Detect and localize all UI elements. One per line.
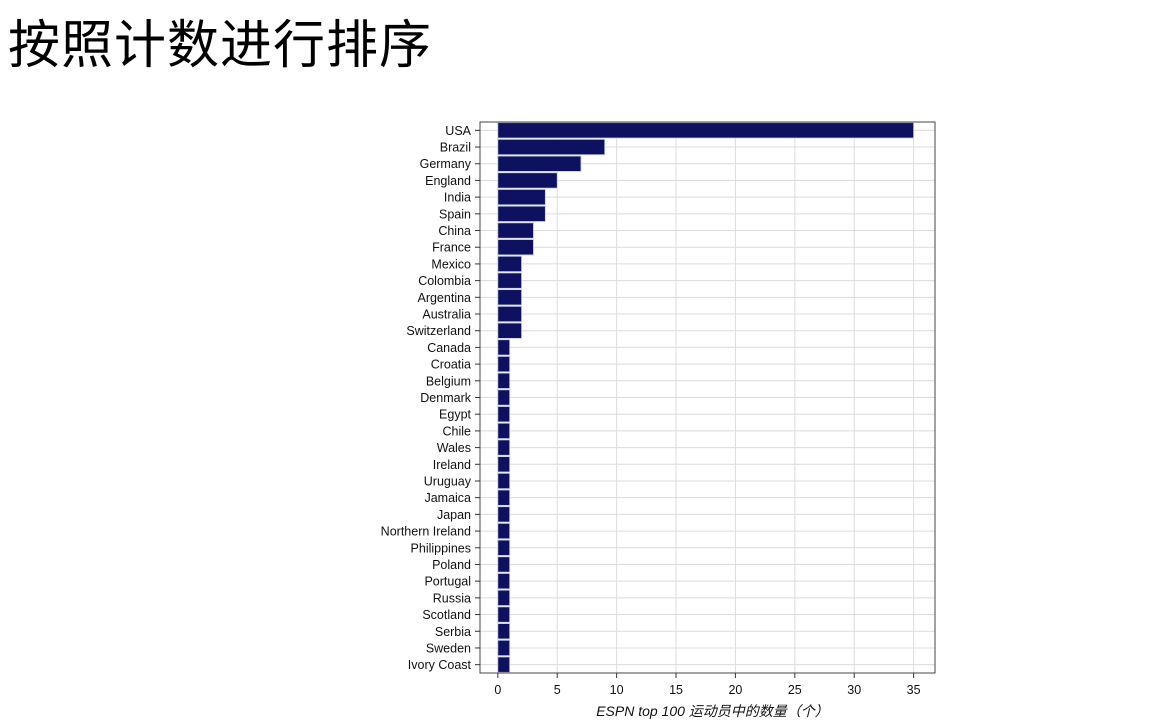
- bar-usa: [497, 122, 915, 139]
- y-tick-label: Germany: [420, 157, 472, 171]
- bar-mexico: [497, 255, 522, 273]
- y-tick-label: Jamaica: [424, 491, 471, 505]
- x-axis-title: ESPN top 100 运动员中的数量（个）: [596, 703, 829, 719]
- x-tick-label: 20: [728, 683, 742, 697]
- y-tick-label: Switzerland: [406, 324, 471, 338]
- bar-philippines: [497, 539, 511, 556]
- bar-uruguay: [497, 472, 511, 490]
- y-tick-label: Northern Ireland: [381, 525, 471, 539]
- bar-sweden: [497, 639, 511, 657]
- bar-india: [497, 189, 546, 206]
- bar-france: [497, 239, 534, 256]
- bar-wales: [497, 439, 511, 456]
- y-tick-label: Poland: [432, 558, 471, 572]
- y-tick-label: Canada: [427, 341, 471, 355]
- bar-ireland: [497, 456, 511, 473]
- y-tick-label: Uruguay: [424, 474, 472, 488]
- bar-egypt: [497, 406, 511, 423]
- y-tick-label: Colombia: [418, 274, 471, 288]
- y-tick-label: Sweden: [426, 641, 471, 655]
- y-tick-label: Mexico: [431, 257, 471, 271]
- x-tick-label: 15: [669, 683, 683, 697]
- y-tick-label: India: [444, 191, 471, 205]
- bar-spain: [497, 205, 546, 222]
- bar-chile: [497, 422, 511, 439]
- bar-russia: [497, 589, 511, 606]
- y-tick-label: Croatia: [431, 358, 471, 372]
- y-tick-label: USA: [445, 124, 471, 138]
- x-tick-label: 0: [494, 683, 501, 697]
- y-tick-label: Denmark: [420, 391, 471, 405]
- y-tick-label: Ivory Coast: [408, 658, 472, 672]
- bar-denmark: [497, 389, 511, 406]
- bar-layer: [497, 122, 915, 673]
- y-tick-label: England: [425, 174, 471, 188]
- bar-germany: [497, 155, 582, 172]
- bar-england: [497, 172, 558, 189]
- x-tick-label: 5: [554, 683, 561, 697]
- y-tick-label: Serbia: [435, 625, 471, 639]
- x-tick-label: 25: [788, 683, 802, 697]
- bar-portugal: [497, 573, 511, 590]
- y-tick-label: China: [438, 224, 471, 238]
- bar-jamaica: [497, 489, 511, 506]
- slide-title: 按照计数进行排序: [8, 16, 433, 76]
- y-tick-label: Wales: [437, 441, 471, 455]
- y-tick-label: Portugal: [424, 575, 471, 589]
- y-tick-label: Japan: [437, 508, 471, 522]
- bar-northern-ireland: [497, 522, 511, 540]
- y-tick-label: France: [432, 241, 471, 255]
- x-tick-label: 35: [907, 683, 921, 697]
- y-tick-label: Philippines: [411, 541, 471, 555]
- bar-china: [497, 222, 534, 239]
- bar-switzerland: [497, 322, 522, 339]
- grid-layer: [480, 122, 935, 673]
- bar-colombia: [497, 272, 522, 289]
- x-tick-label: 30: [847, 683, 861, 697]
- y-tick-label: Egypt: [439, 408, 471, 422]
- y-tick-label: Russia: [433, 591, 471, 605]
- y-tick-layer: USA Brazil Germany England India Spain China Fr…: [381, 124, 480, 672]
- y-tick-label: Belgium: [426, 374, 471, 388]
- bar-belgium: [497, 372, 511, 389]
- bar-croatia: [497, 356, 511, 373]
- bar-scotland: [497, 606, 511, 623]
- y-tick-label: Ireland: [433, 458, 471, 472]
- bar-japan: [497, 506, 511, 523]
- bar-argentina: [497, 289, 522, 306]
- bar-ivory-coast: [497, 656, 511, 673]
- bar-canada: [497, 339, 511, 356]
- y-tick-label: Chile: [443, 424, 472, 438]
- bar-poland: [497, 556, 511, 573]
- y-tick-label: Scotland: [422, 608, 471, 622]
- x-tick-label: 10: [610, 683, 624, 697]
- bar-serbia: [497, 623, 511, 640]
- bar-australia: [497, 305, 522, 323]
- bar-brazil: [497, 138, 606, 156]
- y-tick-label: Argentina: [417, 291, 471, 305]
- x-tick-layer: 0 5 10 15 20 25 30 35: [494, 673, 921, 697]
- y-tick-label: Brazil: [440, 141, 471, 155]
- y-tick-label: Australia: [422, 308, 471, 322]
- y-tick-label: Spain: [439, 207, 471, 221]
